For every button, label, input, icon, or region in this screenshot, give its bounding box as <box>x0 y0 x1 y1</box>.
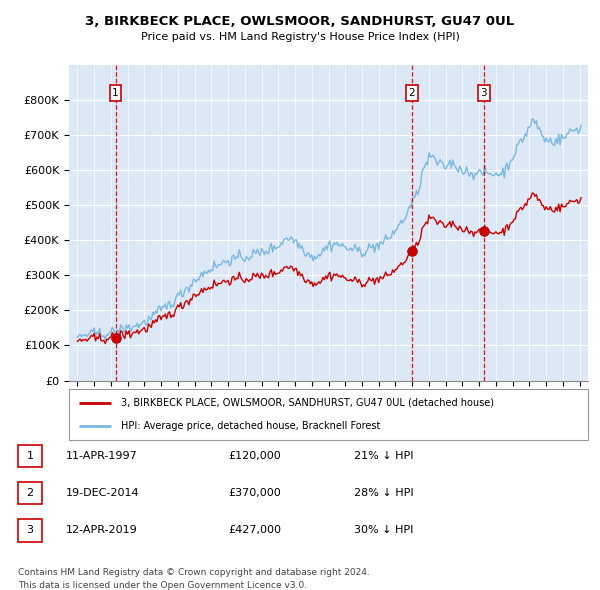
Text: £370,000: £370,000 <box>228 489 281 498</box>
Text: 28% ↓ HPI: 28% ↓ HPI <box>354 489 413 498</box>
Text: 3, BIRKBECK PLACE, OWLSMOOR, SANDHURST, GU47 0UL (detached house): 3, BIRKBECK PLACE, OWLSMOOR, SANDHURST, … <box>121 398 494 408</box>
Text: 21% ↓ HPI: 21% ↓ HPI <box>354 451 413 461</box>
FancyBboxPatch shape <box>69 389 588 440</box>
Text: 30% ↓ HPI: 30% ↓ HPI <box>354 526 413 535</box>
Text: Price paid vs. HM Land Registry's House Price Index (HPI): Price paid vs. HM Land Registry's House … <box>140 32 460 42</box>
Text: 1: 1 <box>26 451 34 461</box>
Text: 12-APR-2019: 12-APR-2019 <box>66 526 138 535</box>
Text: 11-APR-1997: 11-APR-1997 <box>66 451 138 461</box>
Text: 2: 2 <box>409 88 415 98</box>
Text: 2: 2 <box>26 489 34 498</box>
Text: Contains HM Land Registry data © Crown copyright and database right 2024.: Contains HM Land Registry data © Crown c… <box>18 568 370 576</box>
Text: 19-DEC-2014: 19-DEC-2014 <box>66 489 140 498</box>
Text: 3: 3 <box>481 88 487 98</box>
Text: £120,000: £120,000 <box>228 451 281 461</box>
Text: £427,000: £427,000 <box>228 526 281 535</box>
Text: This data is licensed under the Open Government Licence v3.0.: This data is licensed under the Open Gov… <box>18 581 307 590</box>
Text: 3: 3 <box>26 526 34 535</box>
Text: 1: 1 <box>112 88 119 98</box>
Text: 3, BIRKBECK PLACE, OWLSMOOR, SANDHURST, GU47 0UL: 3, BIRKBECK PLACE, OWLSMOOR, SANDHURST, … <box>85 15 515 28</box>
Text: HPI: Average price, detached house, Bracknell Forest: HPI: Average price, detached house, Brac… <box>121 421 380 431</box>
